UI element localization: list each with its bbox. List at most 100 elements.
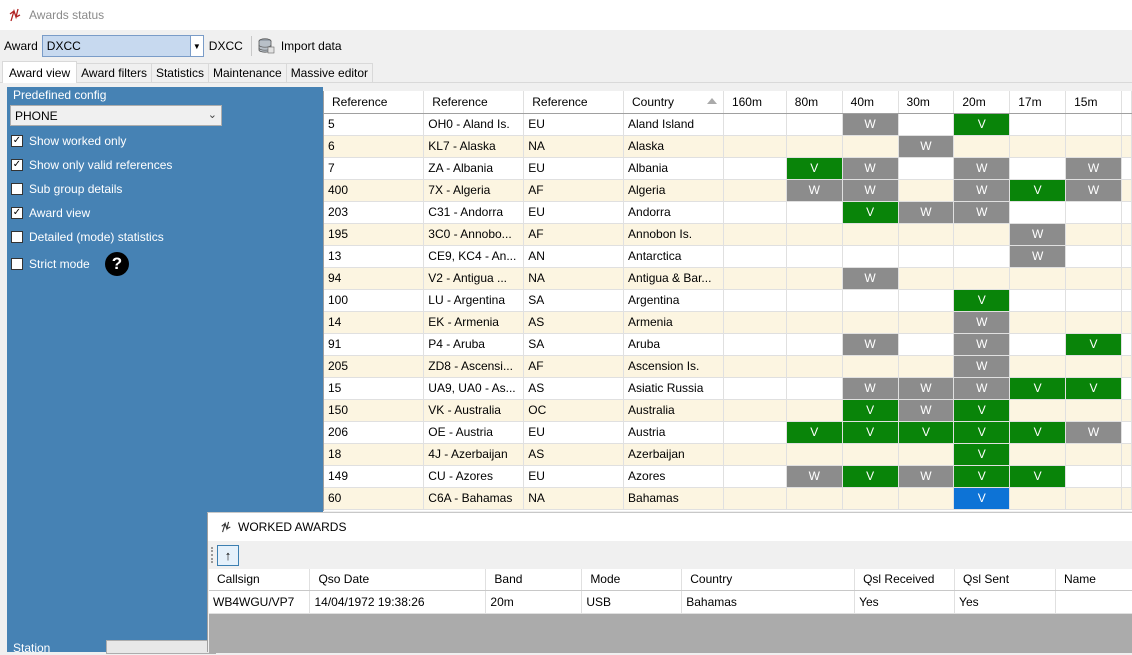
award-row[interactable]: 5 OH0 - Aland Is. EU Aland Island W V [324, 113, 1132, 136]
band-cell[interactable]: W [953, 311, 1011, 334]
band-cell[interactable] [786, 289, 843, 312]
column-header[interactable]: 80m [786, 91, 843, 114]
band-cell[interactable] [1009, 399, 1067, 422]
band-cell[interactable] [898, 267, 955, 290]
band-cell[interactable] [1009, 443, 1067, 466]
tab-statistics[interactable]: Statistics [150, 63, 209, 82]
column-header[interactable]: Band [485, 569, 583, 591]
continent-cell[interactable]: AF [523, 355, 625, 378]
help-icon[interactable]: ? [105, 252, 129, 276]
column-header[interactable]: Qsl Received [854, 569, 956, 591]
band-cell[interactable] [786, 377, 843, 400]
dxcc-code-cell[interactable]: 13 [324, 245, 425, 268]
band-cell[interactable]: W [842, 377, 899, 400]
country-cell[interactable]: Azores [623, 465, 724, 488]
prefix-cell[interactable]: C6A - Bahamas [423, 487, 525, 510]
band-cell[interactable] [723, 267, 787, 290]
option-show-worked-only[interactable]: ✓ Show worked only [11, 134, 126, 148]
band-cell[interactable]: V [953, 421, 1011, 444]
band-cell[interactable] [898, 223, 955, 246]
column-header[interactable]: Callsign [209, 569, 311, 591]
band-cell[interactable]: W [1009, 223, 1067, 246]
continent-cell[interactable]: SA [523, 289, 625, 312]
band-cell[interactable] [786, 311, 843, 334]
dxcc-code-cell[interactable]: 15 [324, 377, 425, 400]
band-cell[interactable] [953, 135, 1011, 158]
prefix-cell[interactable]: VK - Australia [423, 399, 525, 422]
band-cell[interactable] [842, 289, 899, 312]
column-header[interactable]: Reference [324, 91, 425, 114]
award-row[interactable]: 195 3C0 - Annobo... AF Annobon Is. W [324, 223, 1132, 246]
continent-cell[interactable]: EU [523, 465, 625, 488]
column-header[interactable]: Country [681, 569, 856, 591]
band-cell[interactable] [842, 487, 899, 510]
dxcc-code-cell[interactable]: 203 [324, 201, 425, 224]
band-cell[interactable]: W [842, 267, 899, 290]
country-cell[interactable]: Aland Island [623, 113, 724, 136]
band-cell[interactable] [723, 157, 787, 180]
band-cell[interactable]: V [1009, 465, 1067, 488]
worked-award-cell[interactable] [1055, 590, 1132, 614]
dxcc-code-cell[interactable]: 7 [324, 157, 425, 180]
worked-award-cell[interactable]: 20m [485, 590, 583, 614]
continent-cell[interactable]: AS [523, 377, 625, 400]
country-cell[interactable]: Antarctica [623, 245, 724, 268]
band-cell[interactable]: W [898, 201, 955, 224]
column-header[interactable]: 40m [842, 91, 899, 114]
band-cell[interactable] [1065, 245, 1122, 268]
band-cell[interactable]: W [953, 377, 1011, 400]
band-cell[interactable]: V [953, 399, 1011, 422]
option-strict-mode[interactable]: Strict mode [11, 257, 90, 271]
band-cell[interactable] [786, 355, 843, 378]
country-cell[interactable]: Algeria [623, 179, 724, 202]
continent-cell[interactable]: NA [523, 487, 625, 510]
column-header[interactable]: Mode [581, 569, 683, 591]
band-cell[interactable]: V [953, 465, 1011, 488]
band-cell[interactable]: W [898, 377, 955, 400]
band-cell[interactable] [786, 223, 843, 246]
band-cell[interactable]: W [786, 465, 843, 488]
dxcc-code-cell[interactable]: 205 [324, 355, 425, 378]
dxcc-code-cell[interactable]: 6 [324, 135, 425, 158]
tab-award-filters[interactable]: Award filters [76, 63, 152, 82]
band-cell[interactable] [898, 179, 955, 202]
dxcc-code-cell[interactable]: 195 [324, 223, 425, 246]
worked-award-cell[interactable]: USB [581, 590, 683, 614]
country-cell[interactable]: Austria [623, 421, 724, 444]
worked-award-cell[interactable]: Bahamas [681, 590, 856, 614]
band-cell[interactable]: V [953, 443, 1011, 466]
country-cell[interactable]: Annobon Is. [623, 223, 724, 246]
band-cell[interactable] [953, 245, 1011, 268]
continent-cell[interactable]: EU [523, 113, 625, 136]
column-header[interactable]: Reference [423, 91, 525, 114]
column-header[interactable]: Qso Date [309, 569, 487, 591]
band-cell[interactable]: W [842, 113, 899, 136]
band-cell[interactable] [1065, 399, 1122, 422]
band-cell[interactable] [1065, 487, 1122, 510]
dxcc-code-cell[interactable]: 149 [324, 465, 425, 488]
dxcc-code-cell[interactable]: 14 [324, 311, 425, 334]
country-cell[interactable]: Alaska [623, 135, 724, 158]
band-cell[interactable]: V [786, 157, 843, 180]
band-cell[interactable]: W [953, 157, 1011, 180]
award-row[interactable]: 150 VK - Australia OC Australia V W V [324, 399, 1132, 422]
band-cell[interactable] [1009, 201, 1067, 224]
band-cell[interactable]: V [842, 421, 899, 444]
band-cell[interactable] [1065, 201, 1122, 224]
band-cell[interactable] [723, 333, 787, 356]
country-cell[interactable]: Armenia [623, 311, 724, 334]
award-row[interactable]: 7 ZA - Albania EU Albania V W W W [324, 157, 1132, 180]
band-cell[interactable]: W [786, 179, 843, 202]
prefix-cell[interactable]: CU - Azores [423, 465, 525, 488]
country-cell[interactable]: Andorra [623, 201, 724, 224]
band-cell[interactable] [953, 223, 1011, 246]
dxcc-code-cell[interactable]: 150 [324, 399, 425, 422]
band-cell[interactable]: W [1009, 245, 1067, 268]
band-cell[interactable] [723, 201, 787, 224]
band-cell[interactable] [842, 443, 899, 466]
award-row[interactable]: 18 4J - Azerbaijan AS Azerbaijan V [324, 443, 1132, 466]
worked-awards-grid[interactable]: Callsign Qso Date Band Mode Country Qsl … [209, 569, 1132, 653]
country-cell[interactable]: Antigua & Bar... [623, 267, 724, 290]
band-cell[interactable] [1009, 311, 1067, 334]
option-show-only-valid-references[interactable]: ✓ Show only valid references [11, 158, 172, 172]
